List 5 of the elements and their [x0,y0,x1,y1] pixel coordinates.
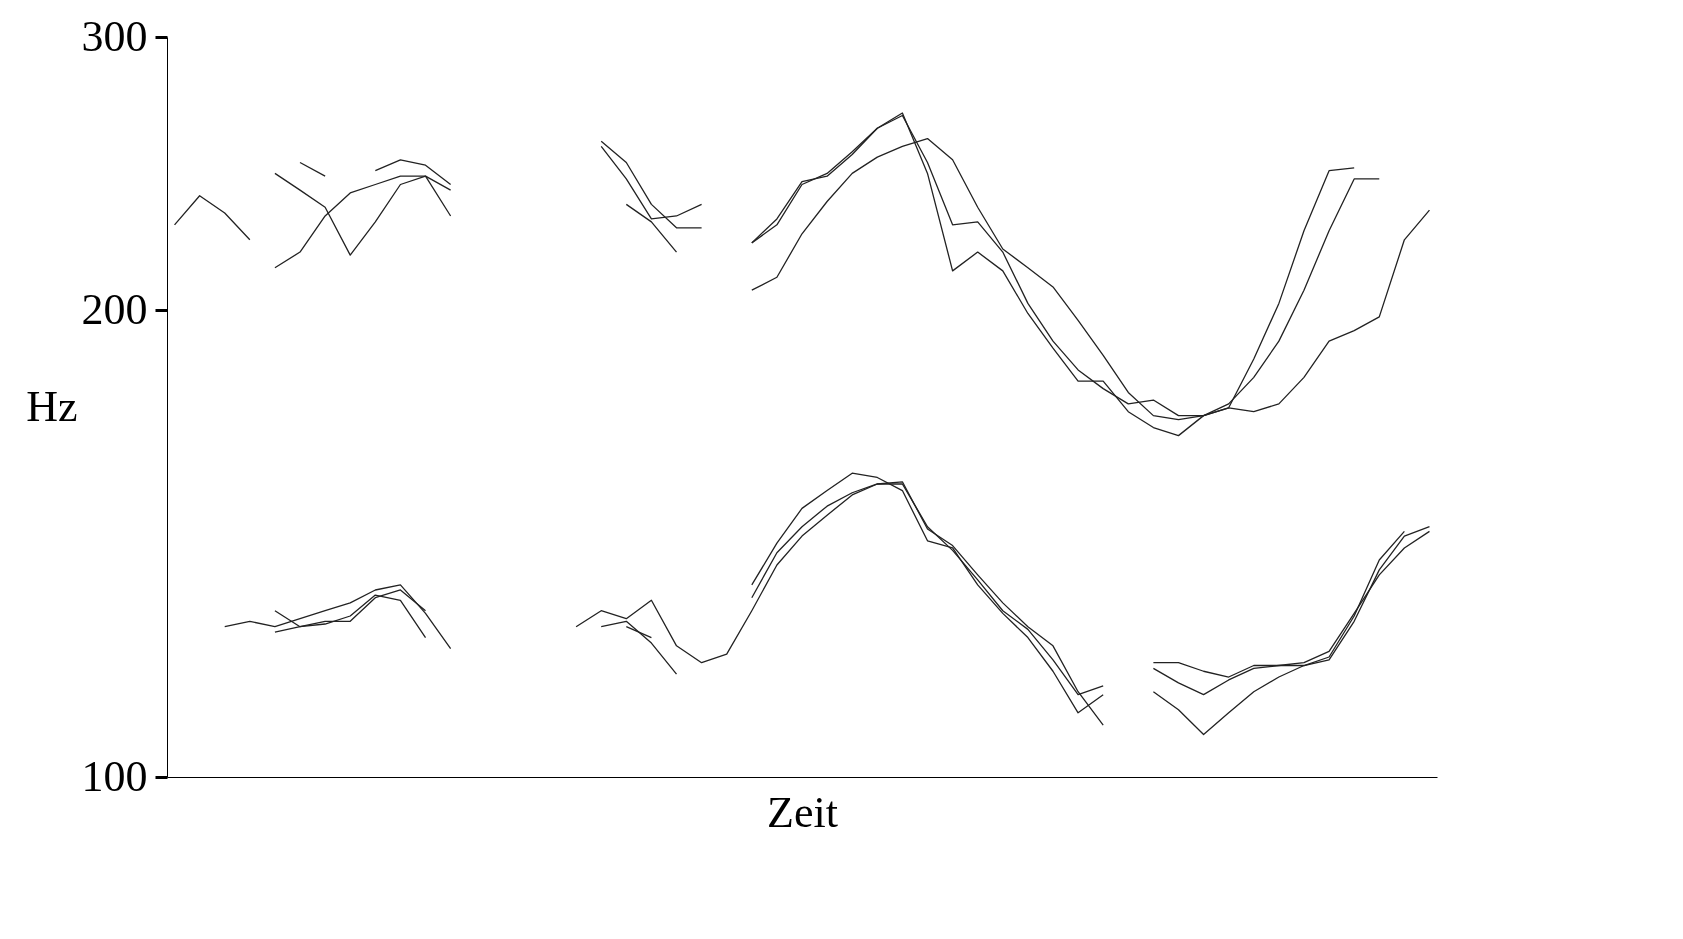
y-axis-title: Hz [26,381,78,431]
y-tick-label: 100 [81,751,148,801]
x-axis-title: Zeit [767,787,838,837]
y-tick-label: 200 [81,284,148,334]
y-tick-label: 300 [81,11,148,61]
